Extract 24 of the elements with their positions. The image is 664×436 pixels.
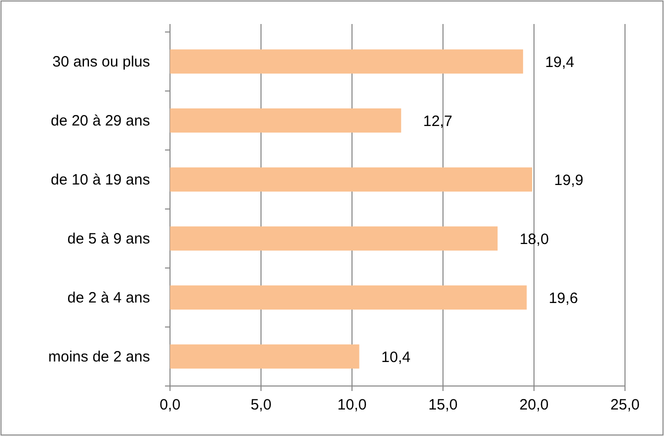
data-label: 19,4 [545, 54, 574, 71]
y-tick-label: de 20 à 29 ans [50, 112, 150, 130]
data-label: 19,9 [554, 172, 584, 189]
bar [170, 108, 402, 133]
y-tick-label: moins de 2 ans [48, 348, 150, 366]
bar [170, 49, 524, 74]
x-tick-label: 10,0 [337, 396, 367, 414]
data-label: 19,6 [548, 290, 578, 307]
bar [170, 344, 360, 369]
data-label: 10,4 [381, 348, 410, 366]
data-label: 12,7 [423, 112, 452, 130]
bar [170, 285, 527, 310]
x-tick-label: 15,0 [428, 396, 458, 414]
x-tick-label: 20,0 [519, 396, 549, 414]
y-tick-label: 30 ans ou plus [52, 53, 150, 70]
x-tick-label: 0,0 [160, 396, 180, 414]
y-tick-label: de 2 à 4 ans [67, 289, 150, 306]
bar [170, 167, 532, 192]
y-tick-label: de 5 à 9 ans [67, 230, 150, 248]
x-tick-label: 25,0 [610, 396, 640, 414]
bar [170, 226, 498, 251]
y-tick-label: de 10 à 19 ans [50, 171, 150, 188]
data-label: 18,0 [520, 230, 549, 248]
x-tick-label: 5,0 [250, 396, 272, 414]
